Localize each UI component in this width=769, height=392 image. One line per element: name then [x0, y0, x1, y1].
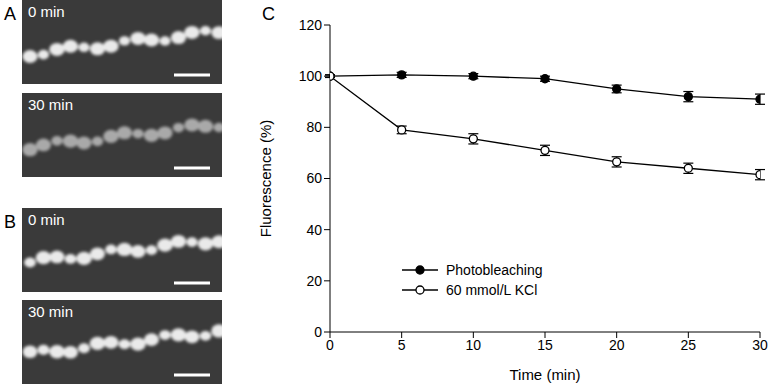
svg-text:Time (min): Time (min) [509, 366, 580, 383]
html-text:C: C [262, 4, 275, 24]
html-text:A: A [4, 4, 16, 24]
html-text:0 min: 0 min [28, 211, 65, 228]
svg-text:100: 100 [299, 68, 323, 84]
html-text:Photobleaching: Photobleaching [446, 262, 543, 278]
svg-text:120: 120 [299, 17, 323, 33]
html-text:30 min: 30 min [28, 96, 73, 113]
html-text:0 min: 0 min [28, 3, 65, 20]
html-text:B: B [4, 212, 16, 232]
svg-text:80: 80 [306, 119, 322, 135]
svg-text:5: 5 [398, 337, 406, 353]
svg-text:25: 25 [681, 337, 697, 353]
svg-text:0: 0 [314, 324, 322, 340]
svg-text:10: 10 [466, 337, 482, 353]
svg-text:0: 0 [326, 337, 334, 353]
svg-text:60: 60 [306, 170, 322, 186]
svg-text:15: 15 [537, 337, 553, 353]
svg-text:20: 20 [609, 337, 625, 353]
svg-text:Fluorescence (%): Fluorescence (%) [257, 120, 274, 238]
svg-text:40: 40 [306, 222, 322, 238]
html-text:60 mmol/L KCl: 60 mmol/L KCl [446, 282, 538, 298]
html-text:30 min: 30 min [28, 303, 73, 320]
svg-text:30: 30 [752, 337, 768, 353]
svg-text:20: 20 [306, 273, 322, 289]
